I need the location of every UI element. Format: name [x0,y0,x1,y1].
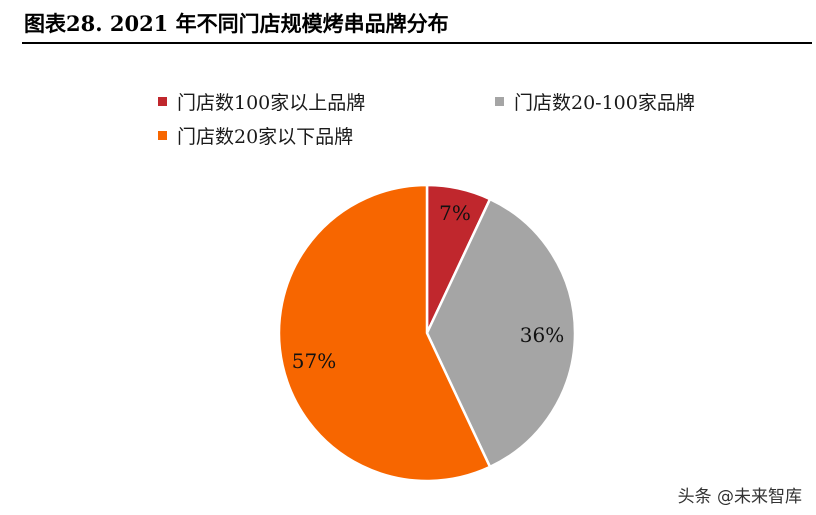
legend-label-under20: 门店数20家以下品牌 [177,126,354,148]
slice-label-under20: 57% [292,349,336,373]
pie-slice-20-100 [425,197,577,469]
slice-label-20-100: 36% [520,323,564,347]
legend-swatch-under20 [158,131,167,140]
legend-item-under20: 门店数20家以下品牌 [158,122,353,149]
pie-slice-under20 [277,183,492,483]
legend-item-100plus: 门店数100家以上品牌 [158,88,365,115]
legend-label-100plus: 门店数100家以上品牌 [177,92,366,114]
legend-label-20-100: 门店数20-100家品牌 [514,92,695,114]
title-divider [22,42,812,44]
watermark-text: 头条 @未来智库 [677,487,802,507]
chart-legend: 门店数100家以上品牌 门店数20-100家品牌 门店数20家以下品牌 [0,0,816,170]
legend-swatch-100plus [158,97,167,106]
legend-item-20-100: 门店数20-100家品牌 [495,88,695,115]
figure-title: 图表28. 2021 年不同门店规模烤串品牌分布 [24,11,449,36]
slice-label-100plus: 7% [439,201,471,225]
legend-swatch-20-100 [495,97,504,106]
